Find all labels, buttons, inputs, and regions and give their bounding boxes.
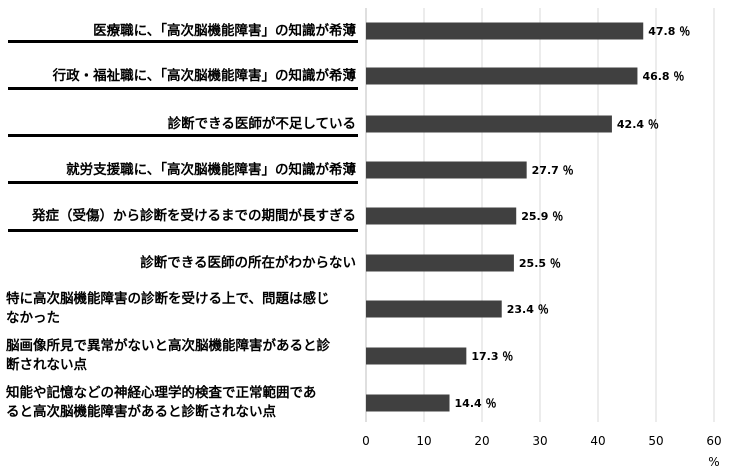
- data-label: 25.5 ％: [519, 257, 561, 270]
- x-tick-label: 30: [532, 434, 547, 448]
- bar: [366, 394, 450, 412]
- data-label: 42.4 ％: [617, 118, 659, 131]
- category-label: 脳画像所見で異常がないと高次脳機能障害があると診 断されない点: [6, 337, 358, 375]
- category-label: 医療職に、「高次脳機能障害」の知識が希薄: [4, 22, 356, 41]
- data-label: 27.7 ％: [532, 164, 574, 177]
- data-label: 25.9 ％: [521, 210, 563, 223]
- category-label-line: なかった: [6, 310, 60, 326]
- x-tick-label: 10: [416, 434, 431, 448]
- category-label-line: 行政・福祉職に、「高次脳機能障害」の知識が希薄: [52, 67, 356, 84]
- data-label: 46.8 ％: [642, 70, 684, 83]
- data-label: 47.8 ％: [648, 25, 690, 38]
- category-label: 就労支援職に、「高次脳機能障害」の知識が希薄: [4, 161, 356, 180]
- x-axis-unit: %: [708, 455, 719, 469]
- x-tick-label: 50: [648, 434, 663, 448]
- category-label: 行政・福祉職に、「高次脳機能障害」の知識が希薄: [4, 67, 356, 86]
- category-label-line: 脳画像所見で異常がないと高次脳機能障害があると診: [6, 338, 330, 354]
- category-label-line: 就労支援職に、「高次脳機能障害」の知識が希薄: [66, 161, 356, 178]
- x-tick-label: 40: [590, 434, 605, 448]
- x-tick-label: 20: [474, 434, 489, 448]
- category-label-line: 知能や記憶などの神経心理学的検査で正常範囲であ: [6, 385, 317, 401]
- category-underline: [8, 134, 358, 137]
- bar: [366, 161, 527, 179]
- bar: [366, 67, 638, 85]
- x-tick-label: 60: [706, 434, 721, 448]
- bar: [366, 347, 467, 365]
- category-label-line: ると高次脳機能障害があると診断されない点: [6, 404, 276, 420]
- data-label: 14.4 ％: [455, 397, 497, 410]
- bar: [366, 115, 612, 133]
- category-underline: [8, 87, 358, 90]
- category-underline: [8, 229, 358, 232]
- bar: [366, 207, 517, 225]
- category-label-line: 特に高次脳機能障害の診断を受ける上で、問題は感じ: [6, 291, 330, 307]
- category-label: 知能や記憶などの神経心理学的検査で正常範囲であ ると高次脳機能障害があると診断され…: [6, 384, 358, 422]
- category-label-line: 診断できる医師の所在がわからない: [140, 254, 356, 271]
- category-label-line: 断されない点: [6, 357, 87, 373]
- category-label-line: 発症（受傷）から診断を受けるまでの期間が長すぎる: [32, 207, 356, 224]
- data-label: 23.4 ％: [507, 303, 549, 316]
- bar: [366, 22, 644, 40]
- x-tick-label: 0: [362, 434, 370, 448]
- category-label: 診断できる医師が不足している: [4, 115, 356, 134]
- bar: [366, 300, 502, 318]
- category-label: 診断できる医師の所在がわからない: [4, 254, 356, 273]
- category-underline: [8, 181, 358, 184]
- category-underline: [8, 40, 358, 43]
- data-label: 17.3 ％: [471, 350, 513, 363]
- bar: [366, 254, 514, 272]
- category-label-line: 診断できる医師が不足している: [167, 115, 356, 132]
- category-label: 特に高次脳機能障害の診断を受ける上で、問題は感じ なかった: [6, 290, 358, 328]
- category-label: 発症（受傷）から診断を受けるまでの期間が長すぎる: [4, 207, 356, 226]
- category-label-line: 医療職に、「高次脳機能障害」の知識が希薄: [93, 22, 356, 39]
